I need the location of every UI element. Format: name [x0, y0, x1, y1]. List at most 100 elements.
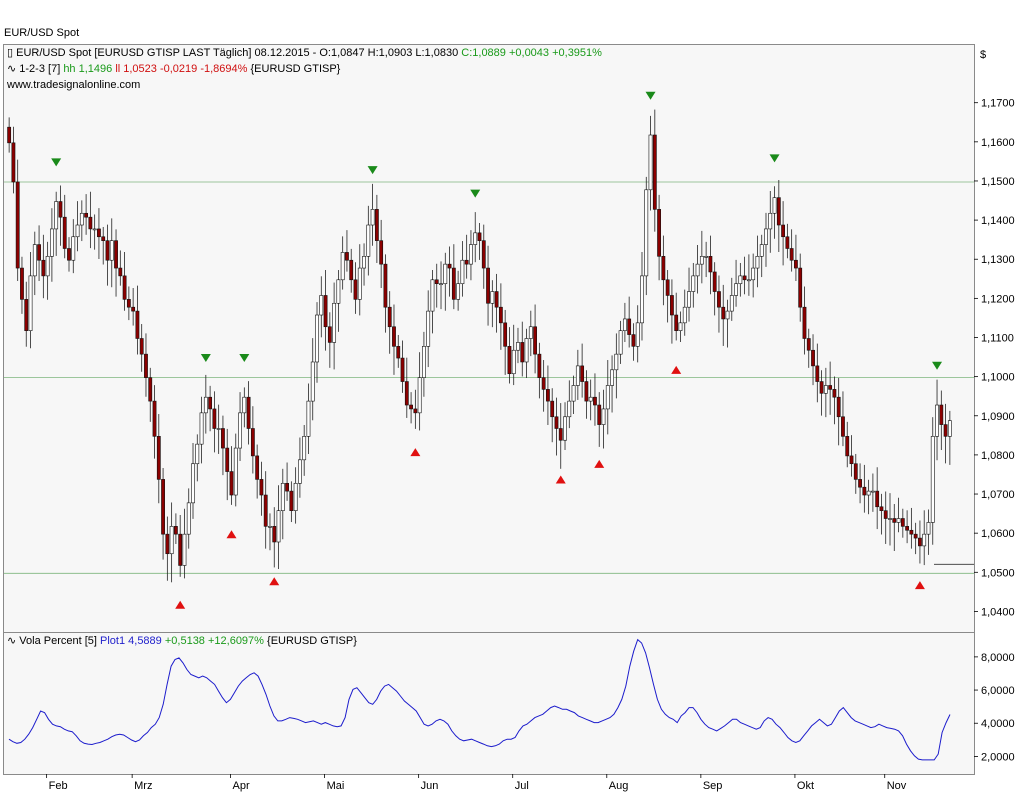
- candle-body: [580, 365, 585, 382]
- candle-body: [550, 400, 555, 418]
- candle-body: [426, 310, 431, 347]
- price-tick-label: 1,1300: [981, 254, 1015, 266]
- month-label: Okt: [797, 780, 814, 792]
- candle-body: [212, 408, 217, 429]
- candle-body: [725, 310, 730, 320]
- indicator-ll: ll 1,0523 -0,0219 -1,8694%: [115, 63, 248, 75]
- candle-body: [169, 526, 174, 555]
- candle-body: [601, 408, 606, 425]
- candle-body: [563, 416, 567, 441]
- vola-chart-svg[interactable]: [4, 633, 974, 774]
- candle-body: [293, 482, 298, 511]
- candle-body: [520, 342, 525, 363]
- close-info: C:1,0889 +0,0043 +0,3951%: [461, 47, 602, 59]
- candle-body: [203, 396, 208, 414]
- indicator-hh: hh 1,1496: [63, 63, 113, 75]
- month-label: Apr: [232, 780, 249, 792]
- candle-body: [823, 385, 828, 394]
- candle-body: [71, 236, 76, 261]
- wave-icon: ∿: [7, 63, 17, 75]
- candle-body: [913, 533, 918, 539]
- candle-body: [45, 256, 50, 277]
- vola-tick-label: 2,0000: [981, 751, 1015, 763]
- candle-body: [349, 259, 354, 281]
- candle-body: [336, 279, 341, 304]
- candle-body: [588, 396, 593, 402]
- candle-body: [546, 389, 550, 402]
- candle-body: [746, 279, 751, 282]
- candle-body: [306, 400, 311, 437]
- candle-body: [892, 518, 897, 523]
- candle-body: [691, 275, 696, 292]
- candle-body: [319, 295, 324, 316]
- candle-body: [682, 306, 687, 324]
- candle-body: [242, 396, 247, 414]
- vola-change: +0,5138 +12,6097%: [164, 635, 264, 647]
- month-label: Sep: [703, 780, 723, 792]
- candle-body: [191, 463, 195, 504]
- price-tick-label: 1,0800: [981, 450, 1015, 462]
- candle-body: [687, 291, 691, 308]
- candle-body: [849, 455, 854, 465]
- candle-body: [567, 400, 572, 418]
- candle-body: [126, 299, 131, 308]
- candle-body: [469, 244, 473, 265]
- candle-body: [661, 256, 666, 281]
- candle-body: [575, 365, 580, 386]
- candle-body: [280, 482, 285, 511]
- candle-body: [105, 240, 110, 261]
- candle-body: [947, 420, 952, 437]
- candle-body: [268, 526, 272, 528]
- candle-body: [498, 306, 503, 324]
- price-chart-svg[interactable]: [4, 45, 974, 632]
- candle-body: [460, 259, 465, 285]
- candle-body: [148, 377, 153, 402]
- candle-body: [272, 526, 277, 543]
- signal-low-marker: [269, 577, 280, 586]
- candle-body: [909, 529, 914, 535]
- price-tick-label: 1,1700: [981, 98, 1015, 110]
- candle-body: [225, 447, 230, 472]
- candle-body: [7, 126, 12, 144]
- candle-body: [396, 346, 401, 359]
- candle-body: [772, 197, 777, 214]
- month-label: Feb: [49, 780, 68, 792]
- vola-chart-panel[interactable]: ∿ Vola Percent [5] Plot1 4,5889 +0,5138 …: [3, 632, 975, 775]
- candle-body: [404, 381, 409, 406]
- candle-body: [802, 306, 807, 339]
- candle-body: [806, 338, 811, 351]
- signal-low-marker: [410, 448, 421, 457]
- candle-body: [289, 490, 294, 511]
- candle-body: [704, 256, 709, 258]
- candle-body: [310, 361, 315, 402]
- candle-body: [776, 197, 781, 226]
- candle-body: [135, 310, 140, 339]
- candle-body: [631, 334, 636, 347]
- candle-body: [584, 381, 589, 402]
- candle-body: [24, 299, 29, 331]
- month-label: Nov: [887, 780, 907, 792]
- candle-body: [285, 482, 289, 492]
- candle-body: [28, 275, 33, 331]
- price-tick-label: 1,0500: [981, 567, 1015, 579]
- candle-body: [836, 396, 841, 418]
- candle-body: [708, 256, 713, 273]
- candle-body: [943, 424, 948, 437]
- candle-body: [233, 447, 238, 496]
- candle-body: [49, 228, 54, 257]
- candle-body: [374, 209, 379, 241]
- date-axis[interactable]: FebMrzAprMaiJunJulAugSepOktNovDez: [3, 774, 973, 793]
- candle-body: [434, 279, 439, 285]
- candle-body: [417, 377, 422, 414]
- candle-body: [819, 381, 824, 394]
- candle-body: [161, 479, 165, 535]
- candle-body: [15, 181, 20, 269]
- candle-body: [422, 346, 426, 378]
- price-axis[interactable]: 1,0400 1,0500 1,0600 1,0700 1,0800 1,0900 1,10…: [974, 44, 1026, 774]
- candle-body: [439, 283, 443, 286]
- price-chart-panel[interactable]: ▯ EUR/USD Spot [EURUSD GTISP LAST Täglic…: [3, 44, 975, 633]
- candle-body: [122, 275, 127, 300]
- candle-body: [503, 322, 508, 347]
- candle-body: [879, 506, 884, 511]
- candle-body: [593, 396, 597, 406]
